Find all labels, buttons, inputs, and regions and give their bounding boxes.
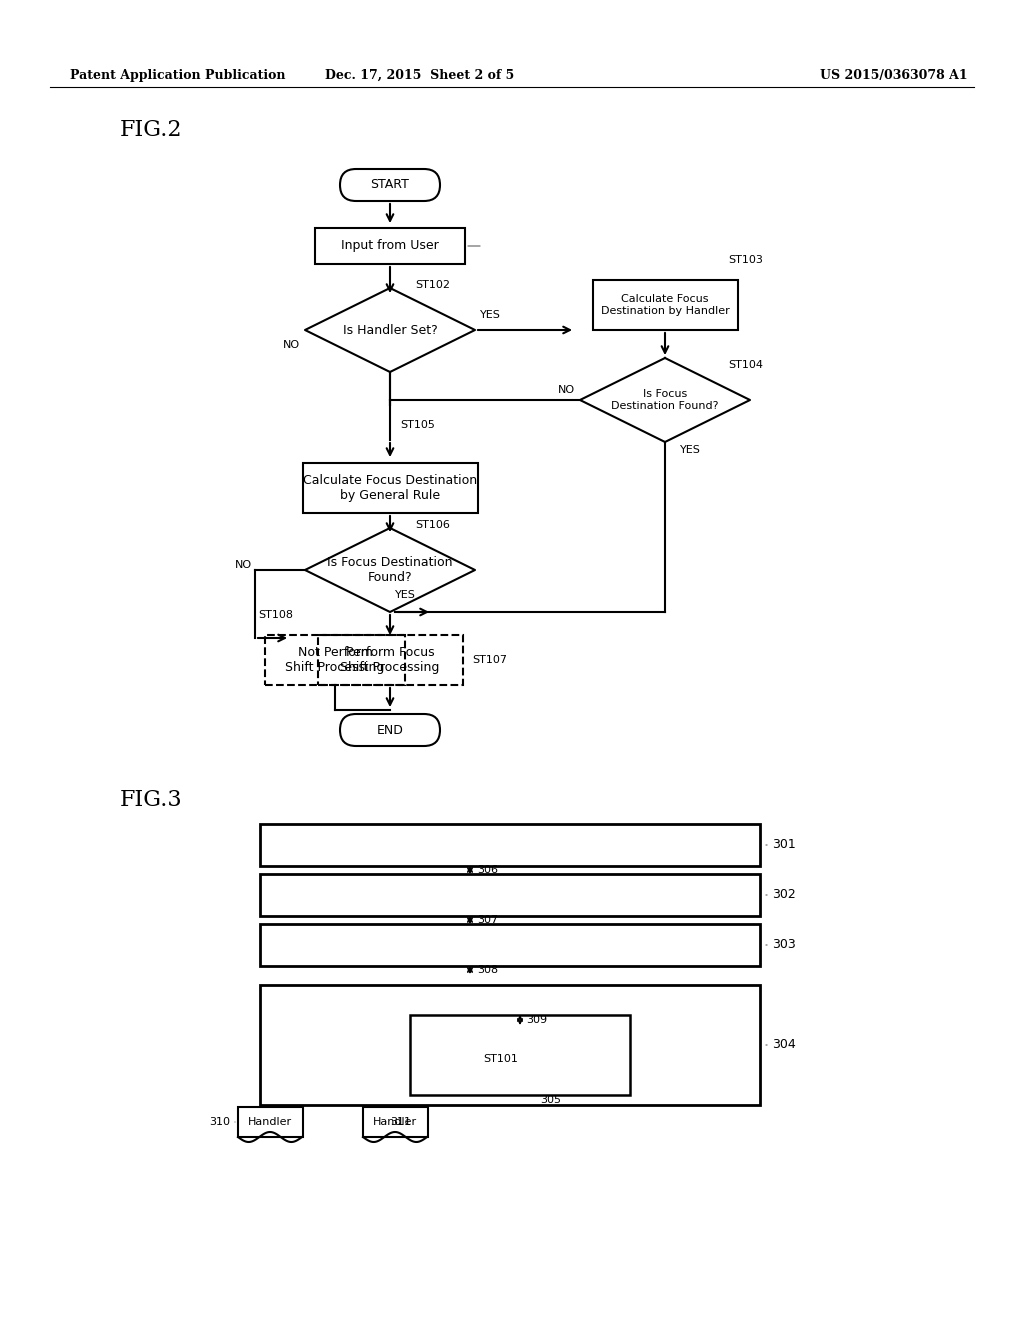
Text: Is Focus
Destination Found?: Is Focus Destination Found? xyxy=(611,389,719,411)
Text: Calculate Focus Destination
by General Rule: Calculate Focus Destination by General R… xyxy=(303,474,477,502)
Text: ST101: ST101 xyxy=(483,1053,518,1064)
Text: 309: 309 xyxy=(526,1015,547,1026)
Text: 304: 304 xyxy=(772,1039,796,1052)
Text: 308: 308 xyxy=(477,965,498,975)
Text: Is Focus Destination
Found?: Is Focus Destination Found? xyxy=(328,556,453,583)
Bar xyxy=(260,924,760,966)
Text: Handler: Handler xyxy=(248,1117,292,1127)
Text: US 2015/0363078 A1: US 2015/0363078 A1 xyxy=(820,69,968,82)
Text: ST107: ST107 xyxy=(472,655,507,665)
Text: END: END xyxy=(377,723,403,737)
Text: Patent Application Publication: Patent Application Publication xyxy=(70,69,286,82)
Text: Perform Focus
Shift Processing: Perform Focus Shift Processing xyxy=(340,645,439,675)
Text: ST108: ST108 xyxy=(258,610,293,620)
Text: Calculate Focus
Destination by Handler: Calculate Focus Destination by Handler xyxy=(601,294,729,315)
Text: Handler: Handler xyxy=(373,1117,417,1127)
Bar xyxy=(302,463,477,513)
Text: YES: YES xyxy=(680,445,700,455)
Text: 303: 303 xyxy=(772,939,796,952)
Text: 305: 305 xyxy=(540,1096,561,1105)
Text: ST104: ST104 xyxy=(728,360,763,370)
Text: 307: 307 xyxy=(477,915,498,925)
Bar xyxy=(410,1015,630,1096)
Bar xyxy=(260,874,760,916)
Text: 301: 301 xyxy=(772,838,796,851)
Text: 311: 311 xyxy=(390,1117,411,1127)
Bar xyxy=(362,1107,427,1137)
Bar xyxy=(260,824,760,866)
Text: NO: NO xyxy=(283,341,300,350)
Text: Dec. 17, 2015  Sheet 2 of 5: Dec. 17, 2015 Sheet 2 of 5 xyxy=(326,69,515,82)
Text: START: START xyxy=(371,178,410,191)
Bar xyxy=(315,228,465,264)
Text: 302: 302 xyxy=(772,888,796,902)
Text: NO: NO xyxy=(234,560,252,570)
Text: Is Handler Set?: Is Handler Set? xyxy=(343,323,437,337)
Text: ST106: ST106 xyxy=(415,520,450,531)
Text: Input from User: Input from User xyxy=(341,239,439,252)
Text: FIG.2: FIG.2 xyxy=(120,119,182,141)
Text: FIG.3: FIG.3 xyxy=(120,789,182,810)
Text: ST102: ST102 xyxy=(415,280,450,290)
Text: 306: 306 xyxy=(477,865,498,875)
Bar xyxy=(238,1107,302,1137)
Text: NO: NO xyxy=(558,385,575,395)
Bar xyxy=(265,635,406,685)
Text: YES: YES xyxy=(395,590,416,601)
Text: YES: YES xyxy=(480,310,501,319)
Bar xyxy=(260,985,760,1105)
Text: ST103: ST103 xyxy=(728,255,763,265)
Text: 310: 310 xyxy=(209,1117,230,1127)
Bar xyxy=(593,280,737,330)
Text: ST105: ST105 xyxy=(400,420,435,430)
Bar xyxy=(317,635,463,685)
Text: Not Perform
Shift Processing: Not Perform Shift Processing xyxy=(286,645,385,675)
